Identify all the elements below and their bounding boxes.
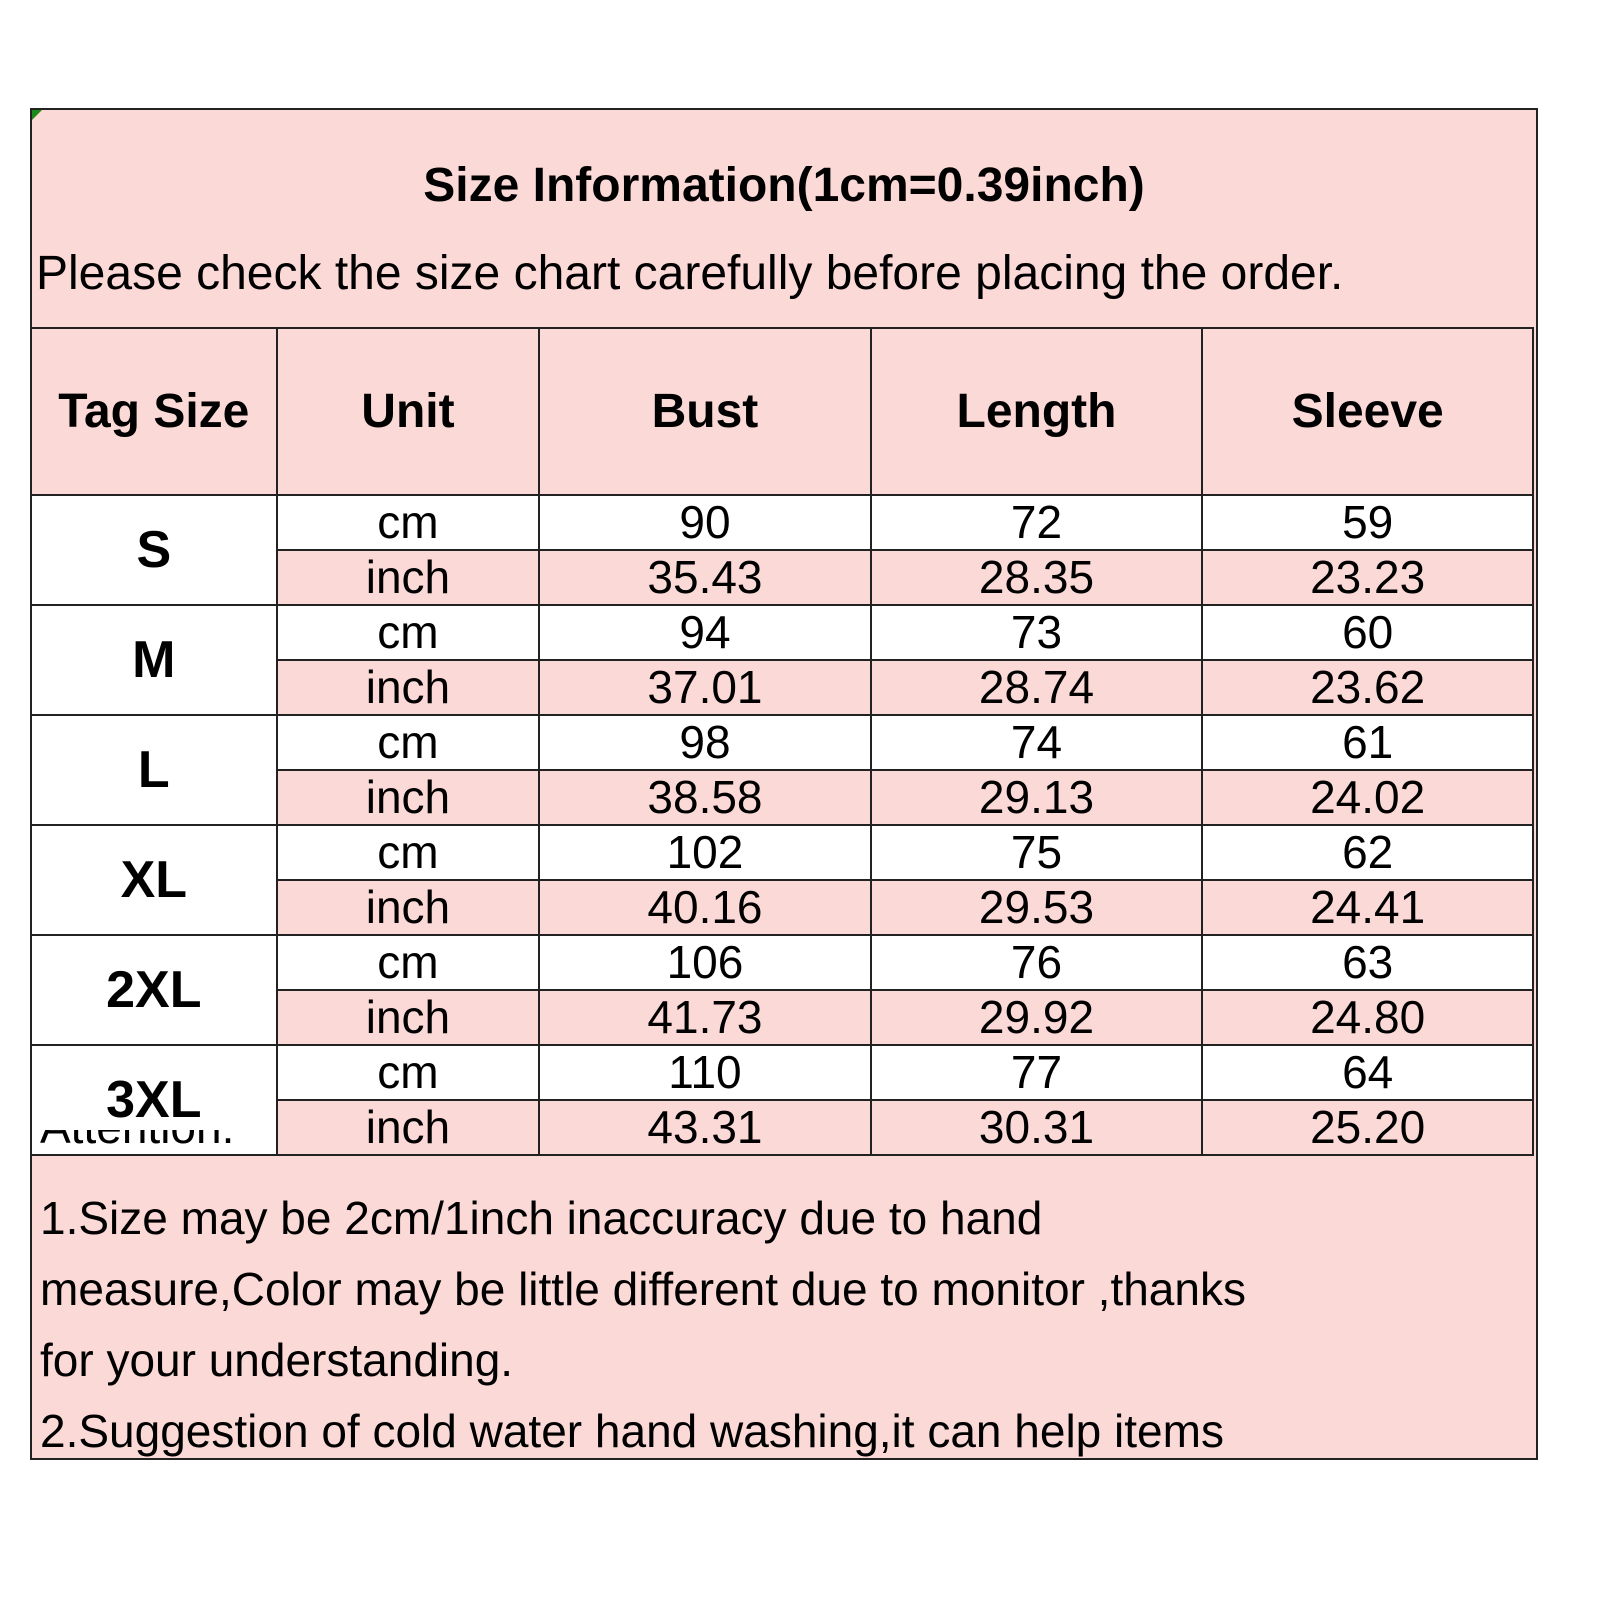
notes-heading: Attention: [40, 1130, 234, 1156]
size-chart-sheet: Size Information(1cm=0.39inch) Please ch… [30, 108, 1538, 1460]
unit-cell: cm [275, 1044, 541, 1101]
sleeve-cell: 24.02 [1201, 769, 1534, 826]
bust-cell: 106 [538, 934, 872, 991]
length-cell: 29.13 [869, 769, 1204, 826]
bust-cell: 40.16 [538, 879, 872, 936]
note-line: 2.Suggestion of cold water hand washing,… [40, 1405, 1224, 1457]
sleeve-cell: 60 [1201, 604, 1534, 661]
unit-cell: cm [275, 934, 541, 991]
bust-cell: 37.01 [538, 659, 872, 716]
bust-cell: 102 [538, 824, 872, 881]
length-cell: 30.31 [869, 1099, 1204, 1156]
sleeve-cell: 23.23 [1201, 549, 1534, 606]
note-line: for your understanding. [40, 1334, 514, 1386]
unit-cell: cm [275, 604, 541, 661]
length-cell: 28.35 [869, 549, 1204, 606]
bust-cell: 38.58 [538, 769, 872, 826]
tag-size-cell: S [30, 494, 278, 606]
chart-subtitle: Please check the size chart carefully be… [36, 247, 1344, 300]
unit-cell: inch [275, 659, 541, 716]
header-bust: Bust [538, 327, 872, 496]
sleeve-cell: 23.62 [1201, 659, 1534, 716]
table-row-cm: XL cm 102 75 62 [30, 824, 1534, 936]
note-line: 1.Size may be 2cm/1inch inaccuracy due t… [40, 1192, 1043, 1244]
sleeve-cell: 59 [1201, 494, 1534, 551]
bust-cell: 110 [538, 1044, 872, 1101]
table-row-inch: inch 40.16 29.53 24.41 [31, 879, 1534, 936]
sleeve-cell: 62 [1201, 824, 1534, 881]
table-row-inch: inch 37.01 28.74 23.62 [31, 659, 1534, 716]
sleeve-cell: 64 [1201, 1044, 1534, 1101]
header-tag-size: Tag Size [30, 327, 278, 496]
table-row-inch: inch 43.31 30.31 25.20 [31, 1099, 1534, 1156]
table-row-inch: inch 41.73 29.92 24.80 [31, 989, 1534, 1046]
table-row-cm: 3XL cm 110 77 64 [30, 1044, 1534, 1156]
table-row-cm: 2XL cm 106 76 63 [30, 934, 1534, 1046]
table-row-inch: inch 35.43 28.35 23.23 [31, 549, 1534, 606]
tag-size-cell: M [30, 604, 278, 716]
bust-cell: 90 [538, 494, 872, 551]
tag-size-cell: XL [30, 824, 278, 936]
bust-cell: 94 [538, 604, 872, 661]
length-cell: 76 [869, 934, 1204, 991]
sleeve-cell: 61 [1201, 714, 1534, 771]
sleeve-cell: 63 [1201, 934, 1534, 991]
header-sleeve: Sleeve [1201, 327, 1534, 496]
sleeve-cell: 24.41 [1201, 879, 1534, 936]
header-unit: Unit [275, 327, 541, 496]
cell-corner-marker [32, 110, 42, 120]
bust-cell: 41.73 [538, 989, 872, 1046]
length-cell: 72 [869, 494, 1204, 551]
length-cell: 74 [869, 714, 1204, 771]
unit-cell: cm [275, 714, 541, 771]
length-cell: 28.74 [869, 659, 1204, 716]
length-cell: 77 [869, 1044, 1204, 1101]
unit-cell: inch [275, 769, 541, 826]
notes-heading-text: Attention: [40, 1130, 234, 1150]
note-line: measure,Color may be little different du… [40, 1263, 1246, 1315]
tag-size-cell: 2XL [30, 934, 278, 1046]
bust-cell: 35.43 [538, 549, 872, 606]
header-row: Tag Size Unit Bust Length Sleeve [30, 327, 1534, 496]
unit-cell: inch [275, 879, 541, 936]
chart-title: Size Information(1cm=0.39inch) [423, 159, 1145, 212]
tag-size-cell: L [30, 714, 278, 826]
tag-size-cell: 3XL [30, 1044, 278, 1156]
bust-cell: 43.31 [538, 1099, 872, 1156]
unit-cell: cm [275, 824, 541, 881]
notes: 1.Size may be 2cm/1inch inaccuracy due t… [40, 1183, 1510, 1467]
sleeve-cell: 25.20 [1201, 1099, 1534, 1156]
length-cell: 73 [869, 604, 1204, 661]
unit-cell: cm [275, 494, 541, 551]
header-length: Length [869, 327, 1204, 496]
unit-cell: inch [275, 989, 541, 1046]
unit-cell: inch [275, 1099, 541, 1156]
length-cell: 29.53 [869, 879, 1204, 936]
unit-cell: inch [275, 549, 541, 606]
table-row-inch: inch 38.58 29.13 24.02 [31, 769, 1534, 826]
length-cell: 75 [869, 824, 1204, 881]
bust-cell: 98 [538, 714, 872, 771]
length-cell: 29.92 [869, 989, 1204, 1046]
sleeve-cell: 24.80 [1201, 989, 1534, 1046]
